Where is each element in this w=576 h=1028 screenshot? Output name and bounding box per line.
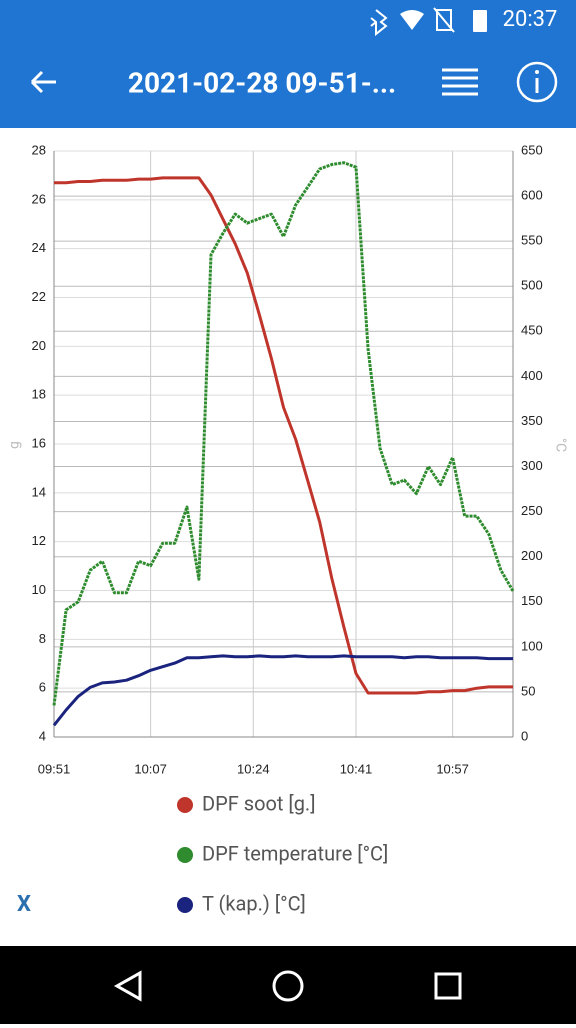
y-tick-label: 24 xyxy=(32,240,46,255)
nav-home[interactable] xyxy=(272,970,304,1002)
legend-marker xyxy=(177,847,193,863)
y2-tick-label: 550 xyxy=(521,233,543,248)
status-time: 20:37 xyxy=(503,7,558,32)
y2-tick-label: 0 xyxy=(521,728,528,743)
y-tick-label: 6 xyxy=(39,680,46,695)
y-tick-label: 4 xyxy=(39,728,46,743)
y2-tick-label: 450 xyxy=(521,323,543,338)
info-button[interactable] xyxy=(516,61,558,103)
y-tick-label: 14 xyxy=(32,484,46,499)
series-line xyxy=(52,654,513,727)
y2-tick-label: 350 xyxy=(521,413,543,428)
y-tick-label: 12 xyxy=(32,533,46,548)
y-tick-label: 8 xyxy=(39,631,46,646)
y-tick-label: 16 xyxy=(32,435,46,450)
app-header xyxy=(0,0,576,128)
nav-bar xyxy=(0,946,576,1024)
list-button[interactable] xyxy=(442,68,478,96)
nav-recents[interactable] xyxy=(434,972,462,1000)
y-tick-label: 20 xyxy=(32,338,46,353)
y-tick-label: 28 xyxy=(32,142,46,157)
y-tick-label: 26 xyxy=(32,191,46,206)
y2-tick-label: 500 xyxy=(521,278,543,293)
series-line xyxy=(52,161,515,706)
series-line xyxy=(54,176,513,695)
y-tick-label: 22 xyxy=(32,289,46,304)
x-tick-label: 09:51 xyxy=(38,761,71,776)
y2-tick-label: 400 xyxy=(521,368,543,383)
y2-tick-label: 650 xyxy=(521,142,543,157)
y2-tick-label: 150 xyxy=(521,593,543,608)
toolbar-title: 2021-02-28 09-51-... xyxy=(128,66,396,99)
y2-axis-label: °C xyxy=(552,438,568,452)
y-tick-label: 10 xyxy=(32,582,46,597)
legend-marker xyxy=(177,797,193,813)
legend-label: DPF temperature [°C] xyxy=(202,841,388,865)
legend-marker xyxy=(177,897,193,913)
y2-tick-label: 300 xyxy=(521,458,543,473)
y-tick-label: 18 xyxy=(32,387,46,402)
nav-back[interactable] xyxy=(113,970,142,1002)
x-tick-label: 10:57 xyxy=(436,761,469,776)
y2-tick-label: 200 xyxy=(521,548,543,563)
x-tick-label: 10:07 xyxy=(134,761,167,776)
clear-button[interactable]: X xyxy=(17,892,31,917)
legend-label: DPF soot [g.] xyxy=(202,791,316,815)
y2-tick-label: 600 xyxy=(521,188,543,203)
y2-tick-label: 250 xyxy=(521,503,543,518)
status-icons xyxy=(370,7,487,37)
back-button[interactable] xyxy=(30,70,56,94)
y-axis-label: g xyxy=(7,441,23,449)
plot: 0 50 100 150 200 250 300 350 400 450 500 550 600 650 4… xyxy=(32,142,543,915)
legend-label: T (kap.) [°C] xyxy=(202,891,306,915)
x-tick-label: 10:24 xyxy=(237,761,270,776)
x-tick-label: 10:41 xyxy=(340,761,373,776)
y2-tick-label: 50 xyxy=(521,683,535,698)
y2-tick-label: 100 xyxy=(521,638,543,653)
